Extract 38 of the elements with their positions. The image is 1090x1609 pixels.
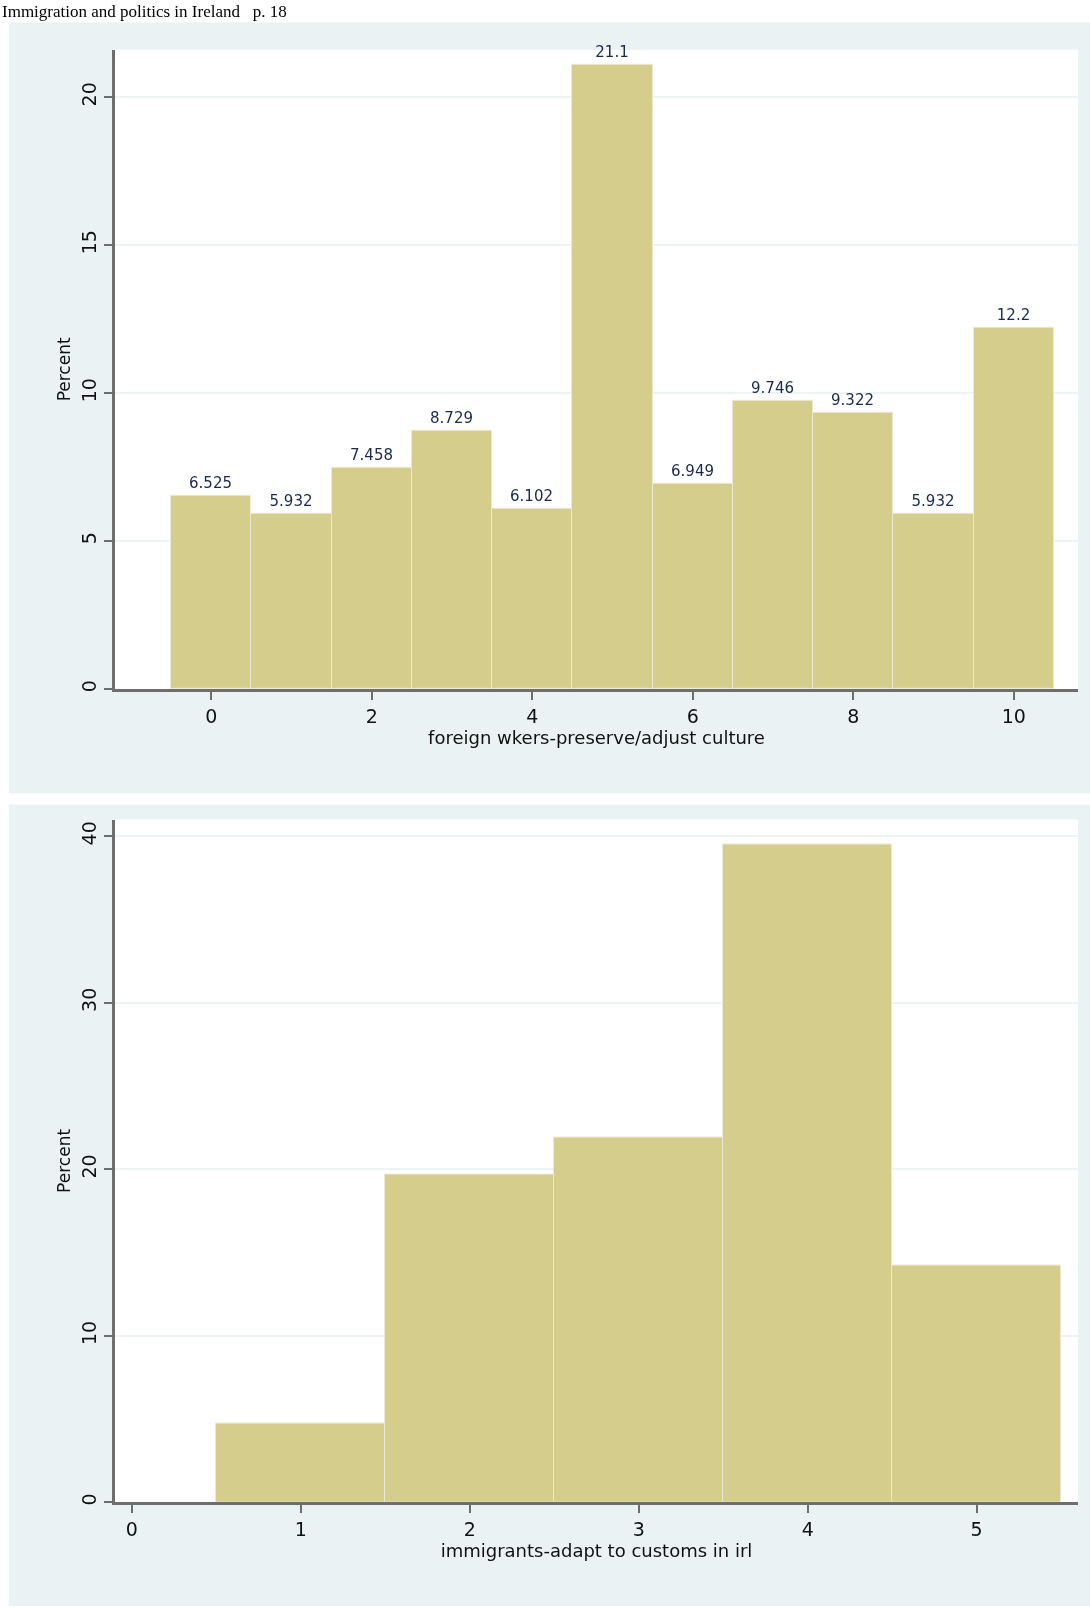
- data-label: 5.932: [269, 492, 313, 511]
- x-tick-label: 2: [365, 704, 378, 727]
- data-label: 5.932: [911, 492, 955, 511]
- x-tick-label: 3: [632, 1518, 645, 1541]
- x-tick-label: 4: [801, 1518, 814, 1541]
- data-label: 12.2: [996, 306, 1031, 325]
- y-tick-label: 20: [78, 82, 101, 107]
- x-tick-label: 10: [1001, 704, 1026, 727]
- data-label: 9.322: [831, 391, 874, 410]
- y-tick-label: 0: [78, 1493, 101, 1506]
- y-tick-label: 0: [78, 680, 101, 693]
- y-tick-label: 40: [78, 821, 101, 846]
- x-tick-label: 5: [970, 1518, 983, 1541]
- x-axis-title: foreign wkers-preserve/adjust culture: [428, 726, 765, 748]
- y-tick-label: 30: [78, 987, 101, 1012]
- y-axis-title: Percent: [53, 1128, 74, 1193]
- x-tick-label: 2: [463, 1518, 476, 1541]
- data-label: 6.525: [189, 474, 232, 493]
- y-tick-label: 10: [78, 1320, 101, 1345]
- data-label: 7.458: [350, 446, 393, 465]
- y-axis-title: Percent: [53, 337, 74, 402]
- y-tick-label: 20: [78, 1154, 101, 1179]
- data-label: 9.746: [751, 379, 794, 398]
- x-axis-title: immigrants-adapt to customs in irl: [440, 1540, 753, 1562]
- data-label: 8.729: [430, 409, 473, 428]
- x-tick-label: 8: [847, 704, 860, 727]
- y-tick-label: 5: [78, 532, 101, 545]
- data-label: 6.102: [510, 487, 553, 506]
- data-label: 6.949: [671, 462, 714, 481]
- data-label: 21.1: [595, 43, 629, 62]
- x-tick-label: 0: [205, 704, 218, 727]
- x-tick-label: 6: [686, 704, 699, 727]
- y-tick-label: 15: [78, 230, 101, 255]
- x-tick-label: 0: [125, 1518, 138, 1541]
- x-tick-label: 1: [294, 1518, 307, 1541]
- text: Immigration and politics in Ireland p. 18: [2, 2, 287, 21]
- y-tick-label: 10: [78, 378, 101, 403]
- x-tick-label: 4: [526, 704, 539, 727]
